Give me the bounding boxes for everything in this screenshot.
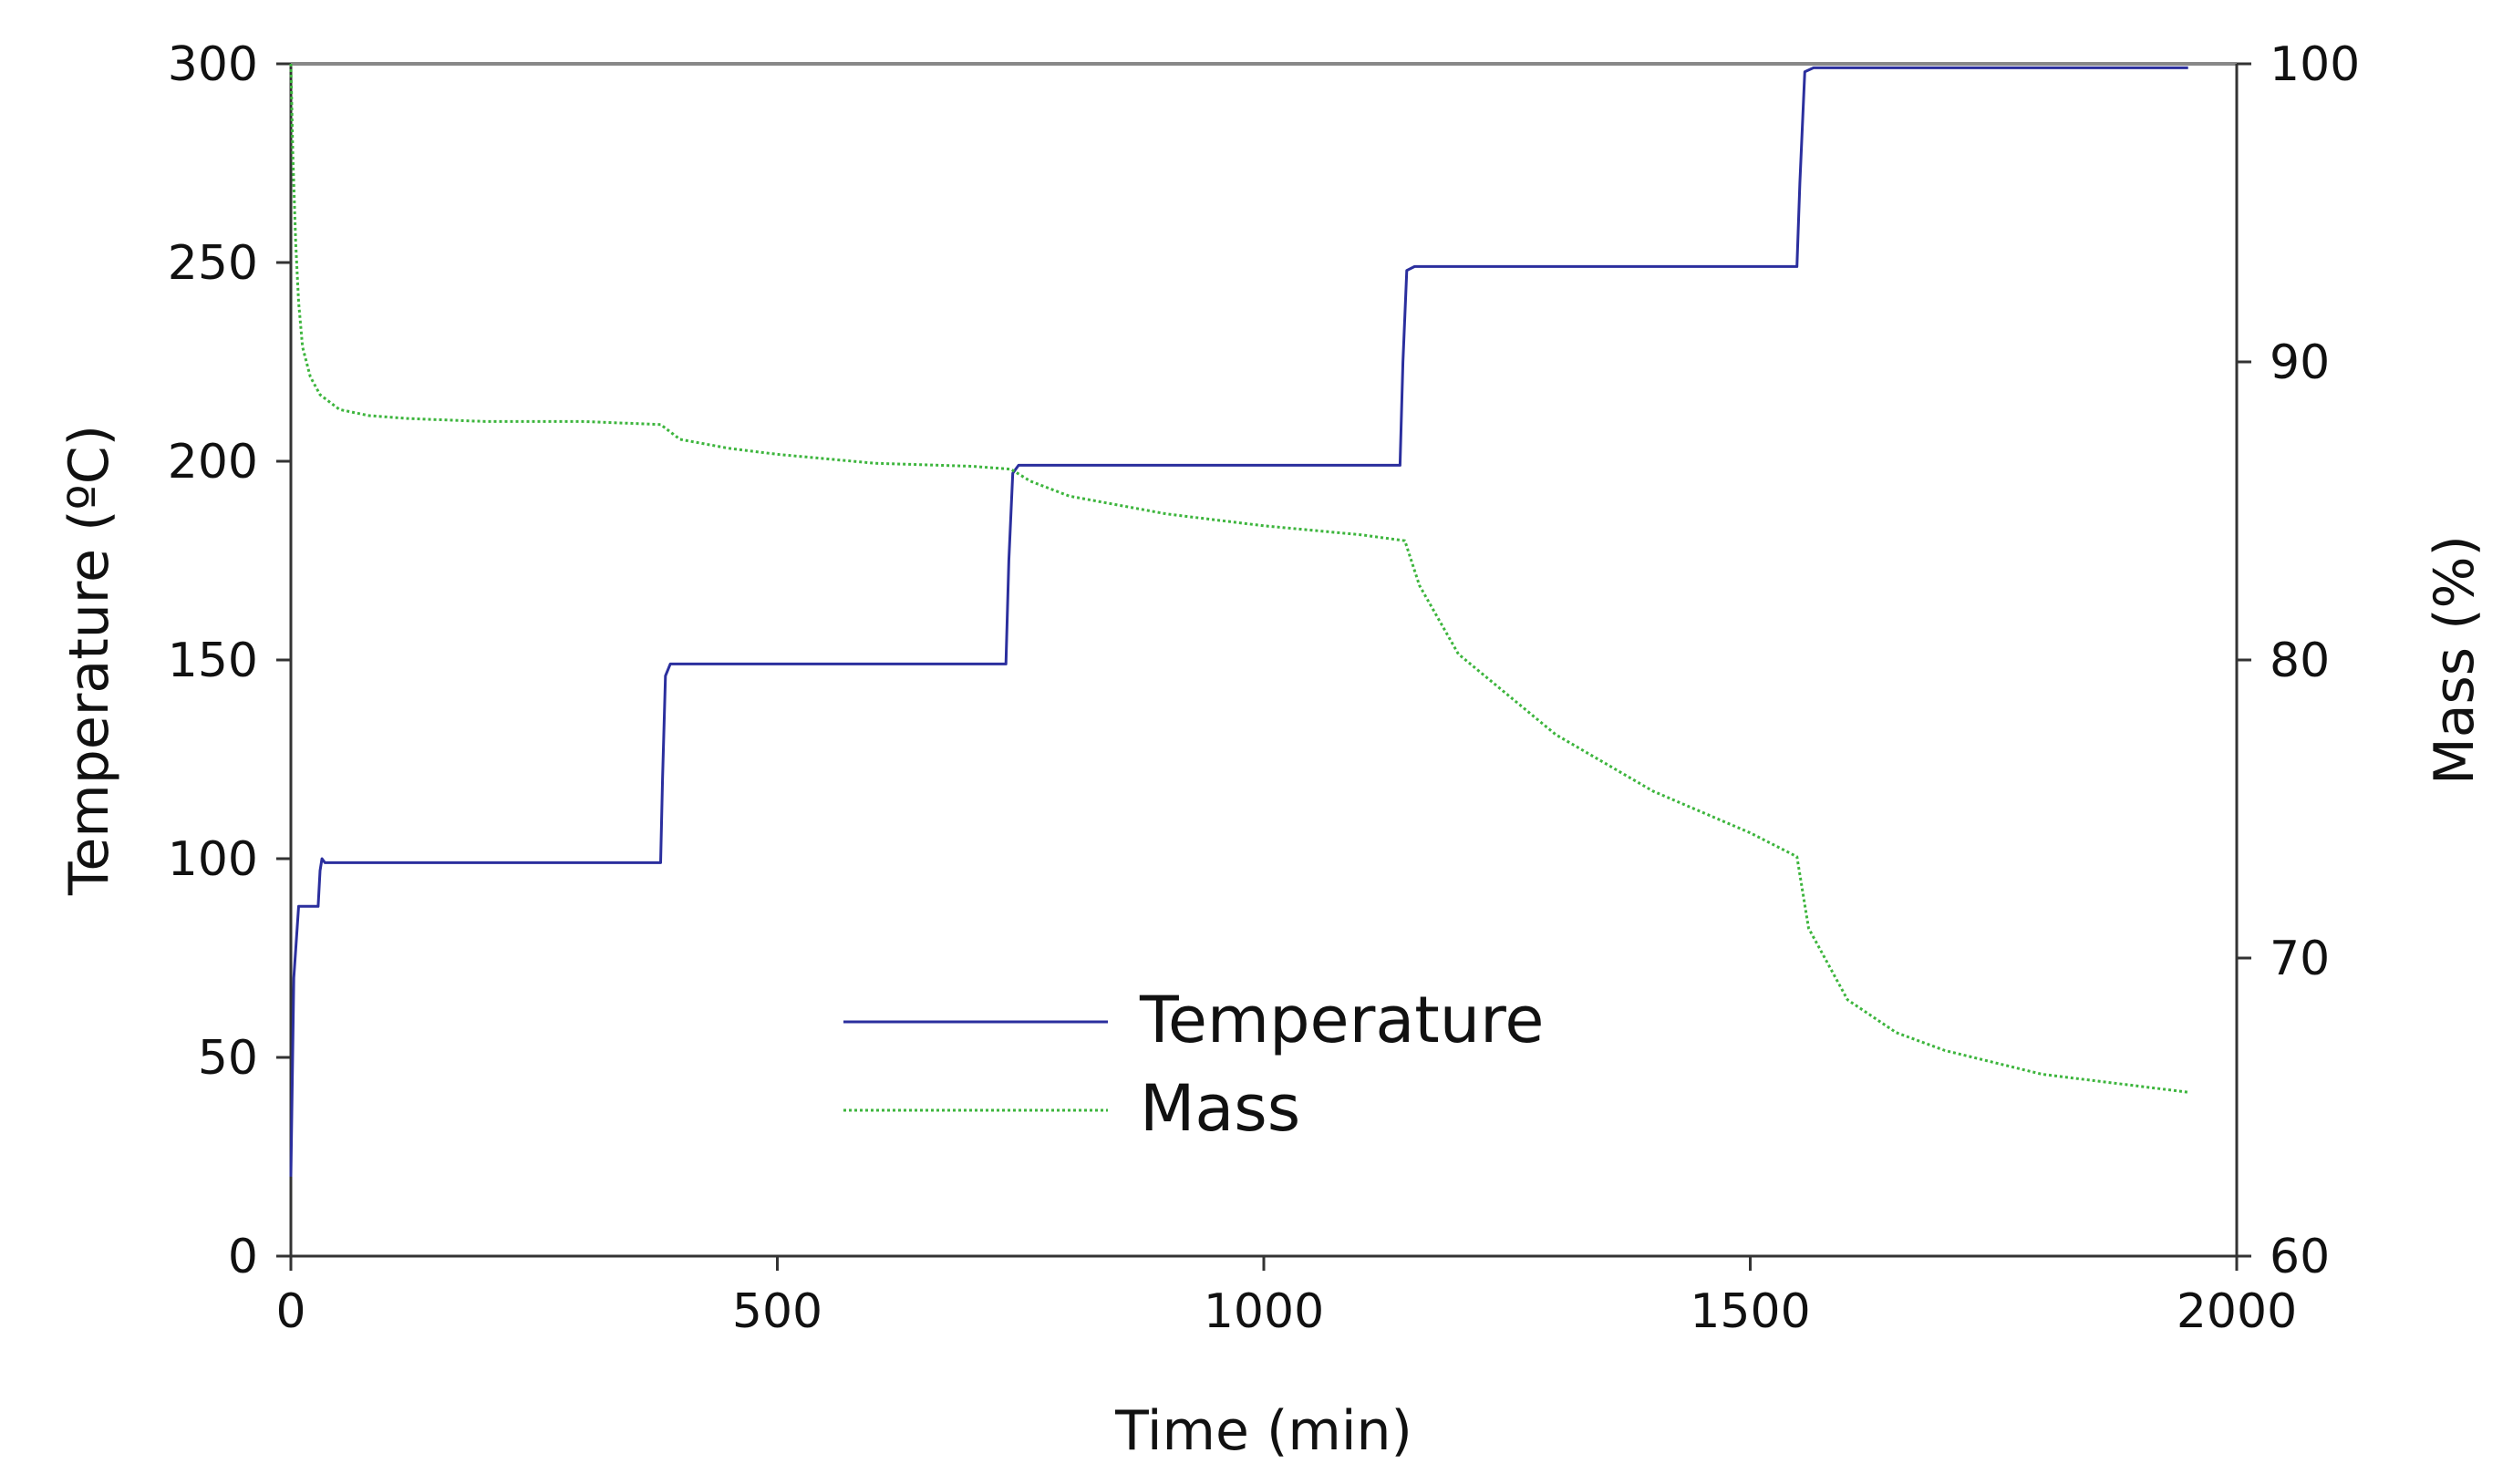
- y-left-tick-label: 0: [228, 1230, 258, 1284]
- y-right-tick-label: 100: [2270, 37, 2360, 92]
- y-left-tick-label: 150: [168, 634, 258, 688]
- y-right-tick-label: 70: [2270, 932, 2330, 986]
- y-left-tick-label: 100: [168, 832, 258, 887]
- legend: Temperature Mass: [843, 983, 1544, 1146]
- series-line-temperature: [289, 66, 2188, 1177]
- y-right-tick-label: 80: [2270, 634, 2330, 688]
- y-right-axis-title: Mass (%): [2423, 535, 2487, 785]
- y-left-axis-title: Temperature (ºC): [57, 425, 121, 896]
- legend-label-mass: Mass: [1140, 1071, 1300, 1146]
- axis-ticks: 0 500 1000 1500 2000 0 50 100 150 200 250 300 60 70 80…: [168, 37, 2361, 1339]
- y-right-tick-label: 90: [2270, 335, 2330, 390]
- x-axis-title: Time (min): [1114, 1399, 1412, 1463]
- series-layer: [289, 63, 2188, 1177]
- x-tick-label: 500: [732, 1284, 822, 1339]
- y-left-tick-label: 50: [198, 1031, 258, 1086]
- series-line-mass: [289, 63, 2188, 1094]
- y-right-tick-label: 60: [2270, 1230, 2330, 1284]
- x-tick-label: 0: [275, 1284, 305, 1339]
- x-tick-label: 1000: [1204, 1284, 1324, 1339]
- y-left-tick-label: 200: [168, 435, 258, 490]
- x-tick-label: 2000: [2177, 1284, 2297, 1339]
- legend-label-temperature: Temperature: [1139, 983, 1544, 1057]
- y-left-tick-label: 300: [168, 37, 258, 92]
- x-tick-label: 1500: [1690, 1284, 1810, 1339]
- y-left-tick-label: 250: [168, 236, 258, 291]
